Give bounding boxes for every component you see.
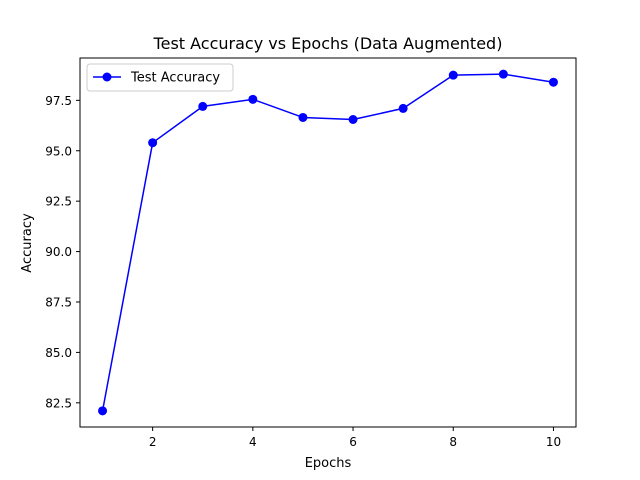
y-axis: 82.5 85.0 87.5 90.0 92.5 95.0 97.5 (45, 94, 80, 410)
data-point-epoch-8 (448, 70, 458, 80)
data-point-epoch-5 (298, 112, 308, 122)
x-tick-label: 4 (249, 435, 257, 449)
y-tick-label: 90.0 (45, 245, 72, 259)
data-point-epoch-7 (398, 103, 408, 113)
y-axis-label: Accuracy (20, 213, 35, 273)
plot-area-frame (79, 57, 577, 428)
y-tick-label: 95.0 (45, 144, 72, 158)
legend: Test Accuracy (86, 63, 234, 92)
y-tick-label: 82.5 (45, 396, 72, 410)
x-axis: 2 4 6 8 10 (149, 427, 561, 449)
data-point-epoch-2 (148, 138, 158, 148)
legend-marker-swatch (102, 72, 112, 82)
chart-title: Test Accuracy vs Epochs (Data Augmented) (153, 34, 503, 53)
data-point-epoch-3 (198, 101, 208, 111)
data-point-epoch-10 (548, 77, 558, 87)
y-tick-label: 97.5 (45, 94, 72, 108)
series-test-accuracy (98, 69, 558, 416)
data-point-epoch-6 (348, 115, 358, 124)
x-axis-label: Epochs (305, 456, 352, 471)
data-point-epoch-9 (498, 69, 508, 79)
legend-box (86, 63, 234, 92)
x-tick-label: 10 (546, 435, 561, 449)
y-tick-label: 85.0 (45, 346, 72, 360)
legend-label-test-accuracy: Test Accuracy (130, 71, 220, 86)
data-point-epoch-4 (248, 94, 258, 104)
x-tick-label: 8 (449, 435, 457, 449)
data-point-epoch-1 (98, 406, 108, 416)
series-line (101, 73, 554, 412)
y-tick-label: 92.5 (45, 195, 72, 209)
x-tick-label: 2 (149, 435, 157, 449)
y-tick-label: 87.5 (45, 295, 72, 309)
x-tick-label: 6 (349, 435, 357, 449)
